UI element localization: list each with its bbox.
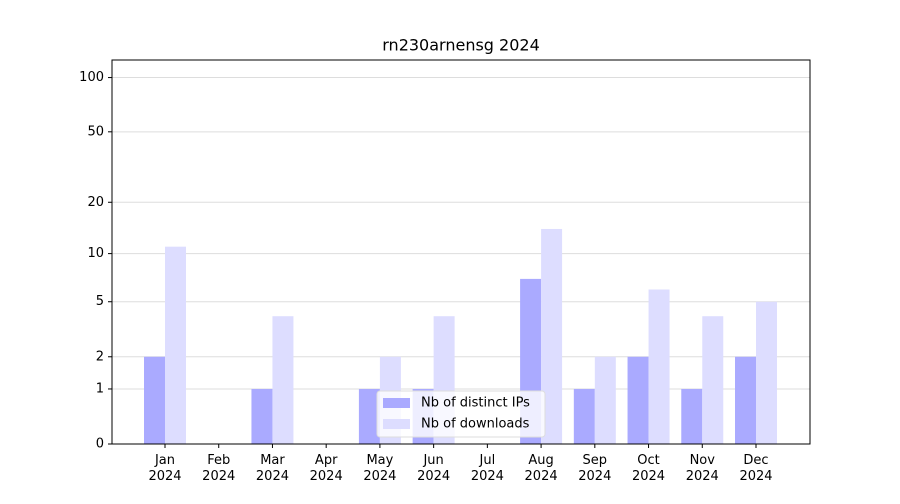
x-tick-label: Dec 2024: [739, 453, 772, 484]
x-tick-label: Oct 2024: [632, 453, 665, 484]
legend-swatch: [383, 398, 410, 408]
y-tick-label: 2: [96, 349, 104, 364]
legend-box: [376, 390, 546, 438]
bar: [627, 356, 649, 444]
x-tick-label: Jan 2024: [148, 453, 181, 484]
x-tick-label: May 2024: [363, 453, 396, 484]
bar: [702, 316, 724, 444]
bar: [648, 289, 670, 444]
chart-title: rn230arnensg 2024: [382, 36, 540, 55]
legend-swatch: [383, 419, 410, 429]
legend-label: Nb of distinct IPs: [421, 396, 530, 411]
x-tick-label: Apr 2024: [310, 453, 343, 484]
bar: [735, 356, 756, 444]
bar: [681, 388, 703, 444]
y-tick-label: 100: [79, 70, 104, 85]
bar: [251, 388, 273, 444]
bar: [541, 228, 563, 444]
x-tick-label: Jun 2024: [417, 453, 450, 484]
legend-label: Nb of downloads: [421, 417, 530, 432]
x-tick-label: Mar 2024: [256, 453, 289, 484]
y-tick-label: 5: [96, 294, 104, 309]
bar: [165, 246, 186, 444]
x-tick-label: Jul 2024: [471, 453, 504, 484]
y-tick-label: 1: [96, 381, 104, 396]
y-tick-label: 20: [87, 195, 104, 210]
bar: [358, 388, 380, 444]
x-tick-label: Feb 2024: [202, 453, 235, 484]
bar: [272, 316, 294, 444]
y-tick-label: 0: [96, 437, 104, 452]
x-tick-label: Sep 2024: [578, 453, 611, 484]
plot-frame: [111, 59, 811, 445]
bar: [594, 356, 616, 444]
y-tick-label: 10: [87, 246, 104, 261]
bar: [756, 301, 777, 444]
x-tick-label: Aug 2024: [525, 453, 558, 484]
x-tick-label: Nov 2024: [686, 453, 719, 484]
bar: [144, 356, 165, 444]
y-tick-label: 50: [87, 124, 104, 139]
bar: [573, 388, 595, 444]
